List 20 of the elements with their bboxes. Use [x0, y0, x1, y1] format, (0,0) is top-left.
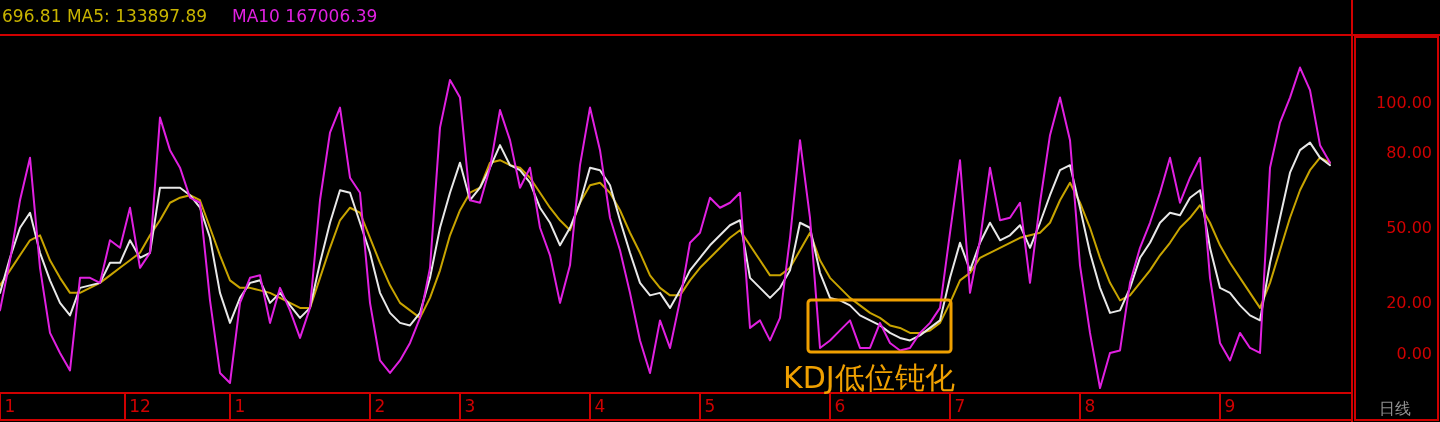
text: 696.81 MA5: 133897.89 [2, 6, 208, 26]
x-tick-label: 4 [594, 396, 606, 417]
x-tick-label: 2 [374, 396, 386, 417]
y-tick-label: 80.00 [1386, 143, 1432, 163]
x-tick-label: 8 [1084, 396, 1096, 417]
x-tick-label: 12 [129, 396, 151, 417]
text: MA10 167006.39 [232, 6, 378, 26]
x-tick-label: 7 [954, 396, 966, 417]
x-tick-label: 3 [464, 396, 476, 417]
y-tick-label: 50.00 [1386, 218, 1432, 238]
y-tick-label: 0.00 [1396, 343, 1432, 363]
annotation: KDJ低位钝化 [783, 360, 955, 395]
y-tick-label: 20.00 [1386, 293, 1432, 313]
x-tick-label: 1 [234, 396, 246, 417]
text: 日线 [1379, 399, 1411, 418]
x-tick-label: 9 [1224, 396, 1236, 417]
x-tick-label: 6 [834, 396, 846, 417]
x-tick-label: 1 [4, 396, 16, 417]
y-tick-label: 100.00 [1376, 93, 1432, 113]
x-tick-label: 5 [704, 396, 716, 417]
